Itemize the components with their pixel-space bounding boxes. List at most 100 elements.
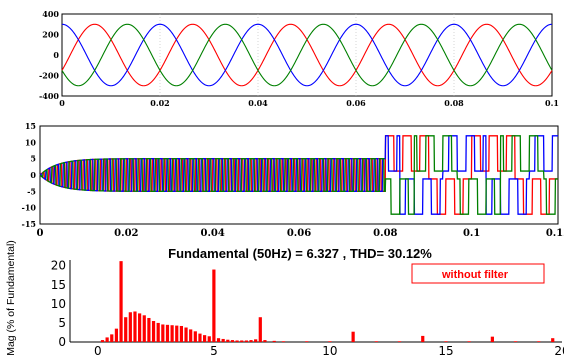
spectrum-bar	[240, 340, 244, 342]
spectrum-bar	[258, 317, 262, 342]
current-y-tick: 15	[25, 121, 36, 131]
current-x-ticks: 0 0.02 0.04 0.06 0.08 0.1 0.12	[37, 228, 564, 239]
voltage-y-tick: 400	[42, 9, 59, 19]
spectrum-bar	[537, 341, 541, 342]
spectrum-y-tick: 5	[58, 316, 66, 330]
voltage-series-line	[61, 23, 553, 87]
current-series-line	[39, 135, 558, 215]
voltage-x-ticks: 0 0.02 0.04 0.06 0.08 0.1	[59, 98, 559, 108]
current-x-tick: 0.12	[546, 228, 564, 239]
current-panel: 0 0.02 0.04 0.06 0.08 0.1 0.12 15 10 5 0…	[22, 121, 564, 239]
spectrum-bar	[397, 341, 402, 342]
spectrum-bar	[244, 340, 248, 342]
spectrum-x-tick: 0	[94, 344, 102, 356]
voltage-x-tick: 0.02	[150, 98, 169, 108]
spectrum-bar	[513, 341, 518, 342]
spectrum-legend-box	[411, 263, 545, 284]
spectrum-bar	[207, 336, 211, 342]
current-y-tick: 10	[25, 137, 37, 147]
current-x-tick: 0.06	[287, 228, 311, 239]
spectrum-bar	[124, 317, 128, 342]
voltage-x-tick: 0.04	[248, 98, 268, 108]
voltage-y-tick: 0	[53, 50, 59, 60]
spectrum-bar	[156, 322, 160, 342]
spectrum-y-tick: 10	[51, 297, 66, 311]
spectrum-bar	[421, 335, 425, 342]
spectrum-x-tick: 15	[438, 344, 453, 356]
spectrum-bar	[193, 331, 197, 342]
spectrum-bar	[249, 340, 253, 342]
spectrum-bar	[165, 324, 170, 342]
spectrum-y-tick: 20	[51, 259, 66, 273]
spectrum-bar	[374, 341, 378, 342]
spectrum-bar	[128, 312, 132, 342]
current-y-tick: -10	[22, 203, 37, 213]
spectrum-bar	[138, 313, 142, 342]
current-y-tick: -5	[27, 186, 36, 196]
spectrum-panel: Fundamental (50Hz) = 6.327 , THD= 30.12%…	[5, 240, 564, 356]
spectrum-y-tick: 0	[58, 335, 66, 349]
spectrum-bar	[212, 269, 216, 342]
spectrum-bar	[328, 341, 332, 342]
spectrum-bars	[100, 261, 555, 342]
spectrum-bar	[490, 336, 494, 342]
spectrum-bar	[110, 334, 114, 342]
current-x-tick: 0.04	[200, 228, 224, 239]
spectrum-x-tick: 10	[322, 344, 337, 356]
spectrum-bar	[114, 328, 119, 342]
spectrum-x-tick: 20	[554, 344, 564, 356]
spectrum-y-tick: 15	[51, 278, 66, 292]
voltage-x-tick: 0.08	[444, 98, 464, 108]
spectrum-bar	[467, 341, 471, 342]
spectrum-bar	[221, 338, 225, 342]
spectrum-bar	[175, 325, 179, 342]
voltage-y-ticks: 400 200 0 -200 -400	[39, 9, 59, 101]
spectrum-bar	[281, 341, 286, 342]
current-y-tick: -15	[22, 219, 36, 229]
spectrum-bar	[161, 324, 165, 342]
spectrum-x-ticks: 0 5 10 15 20	[94, 344, 564, 356]
voltage-x-tick: 0.1	[545, 98, 559, 108]
spectrum-bar	[151, 321, 156, 342]
spectrum-y-ticks: 20 15 10 5 0	[51, 259, 66, 349]
spectrum-bar	[230, 340, 235, 342]
spectrum-y-label: Mag (% of Fundamental)	[5, 240, 17, 356]
voltage-y-tick: -400	[39, 91, 59, 101]
current-y-tick: 5	[30, 154, 36, 164]
spectrum-bar	[142, 315, 146, 342]
voltage-x-tick: 0	[59, 98, 65, 108]
current-series-group	[39, 135, 558, 215]
current-series-line	[39, 135, 558, 215]
voltage-x-tick: 0.06	[346, 98, 366, 108]
spectrum-bar	[198, 333, 202, 342]
spectrum-bar	[551, 338, 555, 342]
spectrum-bar	[179, 325, 183, 342]
current-x-tick: 0.1	[463, 228, 480, 239]
spectrum-bar	[105, 337, 109, 342]
spectrum-bar	[272, 340, 276, 342]
spectrum-x-tick: 5	[210, 344, 218, 356]
voltage-series-line	[61, 23, 553, 87]
spectrum-bar	[203, 335, 207, 342]
spectrum-bar	[444, 341, 448, 342]
spectrum-bar	[235, 340, 239, 342]
spectrum-legend-label: without filter	[441, 269, 509, 281]
current-y-ticks: 15 10 5 0 -5 -10 -15	[22, 121, 37, 229]
spectrum-bar	[226, 339, 230, 342]
spectrum-bar	[216, 338, 221, 342]
spectrum-bar	[254, 339, 258, 342]
spectrum-bar	[133, 311, 137, 342]
current-x-tick: 0.08	[373, 228, 397, 239]
voltage-y-tick: 200	[42, 30, 59, 40]
spectrum-title: Fundamental (50Hz) = 6.327 , THD= 30.12%	[168, 246, 432, 261]
spectrum-bar	[100, 340, 105, 342]
spectrum-bar	[184, 327, 188, 342]
current-y-tick: 0	[30, 170, 36, 180]
current-x-tick: 0	[37, 228, 44, 239]
voltage-panel: 0 0.02 0.04 0.06 0.08 0.1 400 200 0 -200…	[39, 9, 559, 108]
spectrum-bar	[119, 261, 123, 342]
voltage-plot-frame	[61, 13, 553, 97]
spectrum-bar	[147, 317, 151, 342]
voltage-y-tick: -200	[39, 71, 59, 81]
